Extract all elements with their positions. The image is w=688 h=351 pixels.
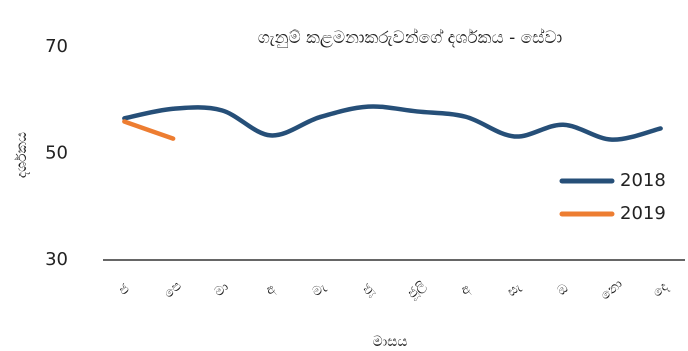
x-tick-label: දෙ <box>650 279 671 300</box>
x-tick-label: අ <box>263 282 279 299</box>
chart-title: ගැනුම් කළමනාකරුවන්ගේ දර්ශකය - සේවා <box>258 28 562 48</box>
x-tick-label: සැ <box>505 280 525 300</box>
series-line <box>122 104 663 142</box>
legend-label: 2019 <box>620 203 666 224</box>
x-tick-label: ජූලි <box>405 278 429 302</box>
y-axis-label: දර්ශකය <box>14 132 30 178</box>
y-tick-label: 30 <box>45 249 68 270</box>
x-tick-label: මා <box>212 280 232 300</box>
x-axis-label: මාසය <box>373 334 408 350</box>
x-tick-label: මැ <box>310 280 330 300</box>
y-tick-label: 50 <box>45 143 68 164</box>
legend-label: 2018 <box>620 170 666 191</box>
x-tick-label: ඔ <box>555 281 572 299</box>
x-tick-label: නො <box>598 277 626 304</box>
y-tick-label: 70 <box>45 36 68 57</box>
x-tick-label: ජ <box>116 281 133 298</box>
x-tick-label: ජූ <box>360 281 377 298</box>
x-tick-label: පෙ <box>162 278 185 301</box>
x-tick-label: අ <box>458 282 474 299</box>
series-line <box>122 119 176 141</box>
